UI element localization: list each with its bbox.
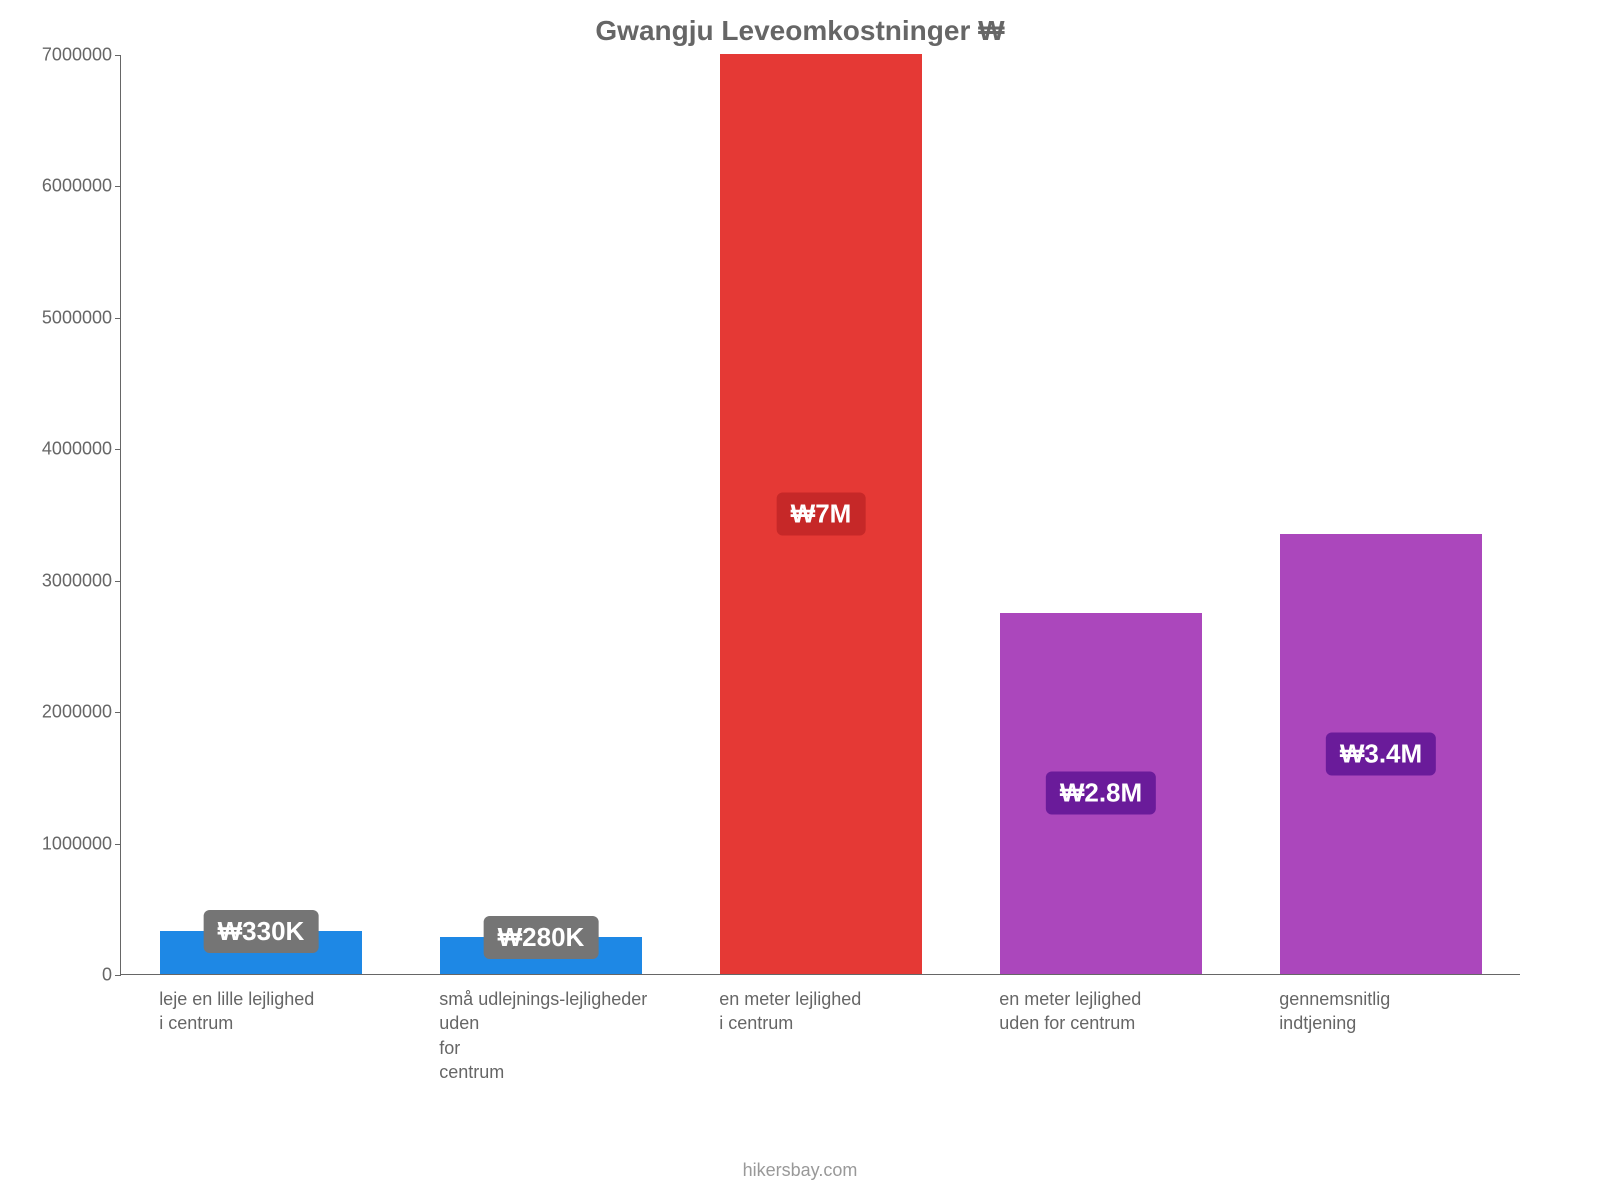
- y-tick-mark: [115, 449, 121, 450]
- value-badge: ₩3.4M: [1326, 732, 1436, 775]
- y-tick-label: 5000000: [42, 307, 112, 328]
- y-axis-labels: 0100000020000003000000400000050000006000…: [0, 55, 112, 975]
- y-tick-label: 3000000: [42, 570, 112, 591]
- x-tick-label: en meter lejlighed uden for centrum: [999, 987, 1141, 1036]
- x-tick-label: gennemsnitlig indtjening: [1279, 987, 1390, 1036]
- y-tick-mark: [115, 975, 121, 976]
- bar: ₩3.4M: [1280, 534, 1482, 974]
- y-tick-mark: [115, 55, 121, 56]
- bar: ₩2.8M: [1000, 613, 1202, 974]
- value-badge: ₩280K: [484, 916, 599, 959]
- y-tick-label: 2000000: [42, 702, 112, 723]
- y-tick-label: 6000000: [42, 176, 112, 197]
- chart-container: Gwangju Leveomkostninger ₩ 0 1000000 20000…: [0, 0, 1600, 1200]
- x-tick-label: leje en lille lejlighed i centrum: [159, 987, 314, 1036]
- plot-area: ₩330K ₩280K ₩7M ₩2.8M ₩3.4M: [120, 55, 1520, 975]
- y-tick-label: 0: [102, 965, 112, 986]
- bar: ₩7M: [720, 54, 922, 974]
- y-tick-mark: [115, 712, 121, 713]
- y-tick-mark: [115, 318, 121, 319]
- value-badge: ₩2.8M: [1046, 772, 1156, 815]
- x-tick-label: en meter lejlighed i centrum: [719, 987, 861, 1036]
- x-tick-label: små udlejnings-lejligheder uden for cent…: [439, 987, 647, 1084]
- value-badge: ₩7M: [777, 493, 866, 536]
- y-tick-label: 1000000: [42, 833, 112, 854]
- value-badge: ₩330K: [204, 910, 319, 953]
- y-tick-mark: [115, 186, 121, 187]
- y-tick-label: 7000000: [42, 45, 112, 66]
- attribution-text: hikersbay.com: [0, 1160, 1600, 1181]
- y-tick-mark: [115, 581, 121, 582]
- chart-title: Gwangju Leveomkostninger ₩: [0, 15, 1600, 47]
- y-tick-label: 4000000: [42, 439, 112, 460]
- y-tick-mark: [115, 844, 121, 845]
